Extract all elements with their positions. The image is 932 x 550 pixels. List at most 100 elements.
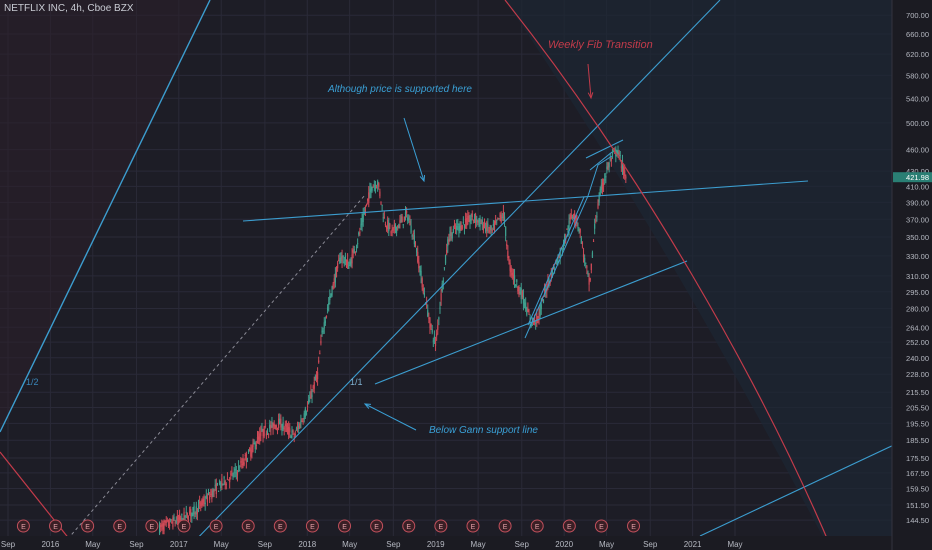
candle-body (464, 218, 467, 223)
candle-body (214, 485, 216, 487)
x-tick-label: Sep (258, 540, 273, 549)
candle-body (412, 233, 414, 235)
earnings-marker-icon (338, 519, 352, 533)
candle-body (281, 428, 283, 431)
candle-body (354, 251, 357, 253)
candle-body (372, 186, 374, 188)
y-tick-label: 167.50 (906, 469, 929, 478)
candle-body (506, 243, 508, 246)
candle-body (429, 317, 431, 329)
candle-body (497, 217, 499, 220)
candle-body (213, 489, 215, 492)
candle-body (477, 220, 479, 223)
supported-here-label: Although price is supported here (327, 84, 472, 95)
candle-body (280, 418, 282, 428)
candle-body (527, 308, 529, 313)
candle-body (331, 286, 333, 296)
candle-body (548, 279, 550, 282)
candle-body (538, 312, 540, 319)
candle-body (432, 340, 434, 342)
symbol-title: NETFLIX INC, 4h, Cboe BZX (4, 3, 134, 14)
candle-body (224, 481, 226, 486)
candle-body (246, 460, 249, 462)
candle-body (223, 476, 225, 479)
candle-body (390, 231, 392, 234)
y-tick-label: 660.00 (906, 30, 929, 39)
earnings-marker-icon (370, 519, 384, 533)
candle-body (547, 280, 549, 288)
candle-body (275, 425, 278, 427)
candle-body (399, 220, 401, 223)
earnings-marker-icon (273, 519, 287, 533)
candle-body (249, 448, 251, 451)
candle-body (456, 225, 458, 230)
candle-body (508, 260, 510, 262)
earnings-marker-icon (209, 519, 223, 533)
candle-body (437, 325, 439, 330)
horizontal-resistance-line (242, 180, 809, 222)
candle-body (337, 262, 339, 269)
candle-body (418, 261, 420, 269)
x-tick-label: May (342, 540, 357, 549)
candle-body (505, 226, 507, 236)
candle-body (428, 317, 430, 319)
candle-body (305, 413, 308, 415)
candle-body (250, 449, 252, 457)
candle-body (289, 428, 291, 433)
candle-body (496, 219, 498, 221)
candle-body (212, 489, 214, 496)
candle-body (493, 224, 496, 231)
candle-body (417, 251, 419, 262)
candle-body (370, 185, 372, 194)
y-tick-label: 460.00 (906, 146, 929, 155)
y-tick-label: 195.50 (906, 419, 929, 428)
candle-body (306, 406, 309, 408)
candle-body (358, 232, 360, 235)
candle-body (598, 196, 600, 203)
x-axis-bg (0, 536, 932, 550)
candle-body (332, 283, 334, 289)
right-zone-fill (505, 0, 892, 550)
y-tick-label: 252.00 (906, 338, 929, 347)
candle-body (542, 299, 545, 304)
candle-body (351, 254, 353, 264)
candle-body (558, 255, 560, 258)
candle-body (368, 192, 370, 203)
earnings-marker-label: E (21, 524, 26, 531)
candle-body (237, 466, 240, 468)
candle-body (420, 270, 422, 277)
candle-body (270, 425, 272, 429)
candle-body (308, 399, 310, 404)
candle-body (365, 203, 368, 205)
candle-body (343, 261, 345, 264)
candle-body (611, 152, 614, 155)
candle-body (557, 258, 559, 265)
candle-body (196, 508, 198, 514)
candle-body (401, 216, 403, 223)
candle-body (564, 235, 566, 245)
y-tick-label: 264.00 (906, 323, 929, 332)
earnings-marker-icon (466, 519, 480, 533)
candle-body (507, 251, 509, 258)
candle-body (447, 239, 449, 247)
candle-body (202, 498, 204, 503)
candle-body (220, 482, 222, 489)
candle-body (528, 313, 530, 315)
candle-body (585, 262, 587, 264)
x-tick-label: 2016 (41, 540, 59, 549)
candle-body (389, 223, 391, 227)
fib-transition-arrow (587, 63, 592, 99)
candle-body (463, 224, 466, 229)
candle-body (359, 231, 361, 234)
candle-body (162, 523, 164, 530)
candle-body (410, 225, 412, 233)
gann-ratio-1-2-label: 1/2 (26, 377, 39, 387)
candle-body (495, 220, 497, 224)
candle-body (254, 442, 256, 450)
candle-body (526, 308, 528, 315)
candle-body (364, 210, 367, 212)
candle-body (340, 257, 342, 259)
support-arrow-head (419, 174, 426, 183)
